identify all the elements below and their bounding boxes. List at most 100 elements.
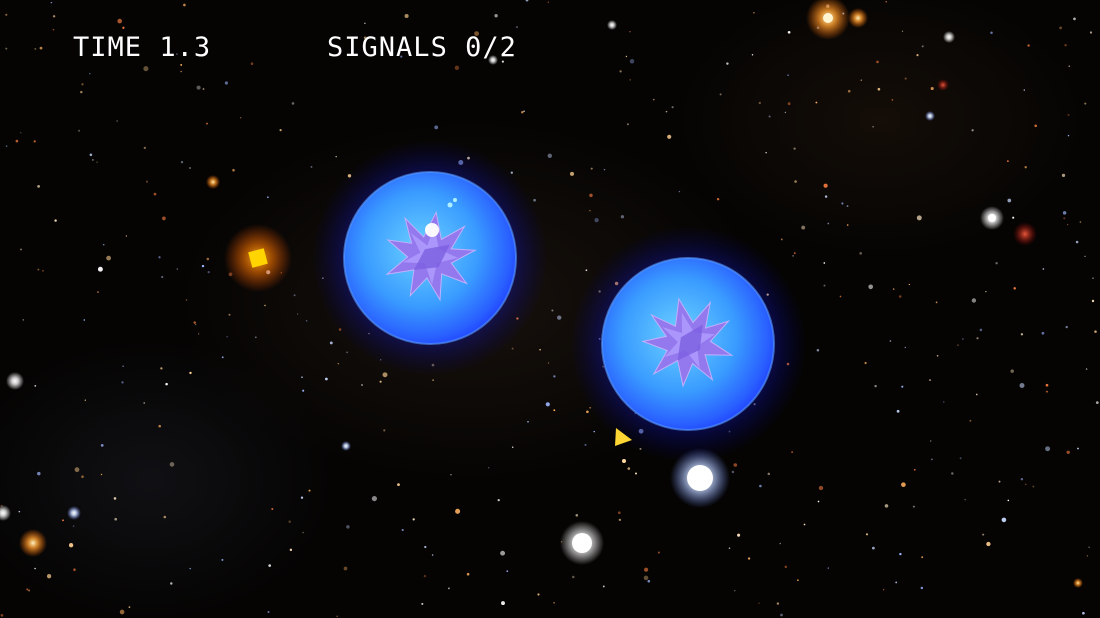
star	[42, 270, 44, 272]
star	[198, 333, 200, 335]
star	[1010, 369, 1014, 373]
star	[943, 401, 945, 403]
star	[5, 145, 8, 148]
star	[1084, 102, 1087, 105]
star	[1027, 44, 1030, 47]
star	[74, 467, 80, 473]
star	[89, 72, 91, 75]
star	[364, 22, 366, 24]
star	[521, 110, 524, 114]
star	[797, 579, 799, 582]
star	[719, 93, 722, 96]
star	[779, 542, 781, 545]
star	[1046, 390, 1048, 393]
star	[525, 0, 529, 2]
star	[506, 570, 509, 573]
star	[847, 89, 851, 93]
star	[143, 402, 146, 404]
star	[998, 480, 1001, 483]
star	[143, 146, 146, 150]
star	[589, 193, 593, 198]
star	[545, 402, 550, 407]
star	[936, 354, 939, 357]
star	[250, 62, 254, 65]
star	[279, 129, 282, 132]
star	[1065, 325, 1068, 329]
star	[908, 283, 910, 286]
star	[361, 384, 363, 386]
star	[876, 60, 879, 64]
star	[401, 528, 404, 532]
star	[930, 86, 934, 91]
star	[643, 575, 649, 581]
star	[1045, 383, 1049, 387]
star	[1042, 268, 1045, 270]
star	[113, 497, 117, 500]
star	[1007, 499, 1010, 502]
star	[891, 99, 894, 101]
star	[343, 566, 348, 571]
star	[553, 375, 556, 378]
star	[39, 46, 43, 50]
star	[899, 552, 902, 556]
star	[158, 256, 161, 259]
star	[865, 533, 869, 536]
star	[827, 567, 829, 569]
star	[627, 467, 631, 470]
star	[1025, 483, 1027, 486]
star	[106, 255, 111, 261]
star	[884, 504, 889, 508]
star	[466, 572, 470, 576]
star	[289, 548, 293, 552]
star	[982, 533, 985, 536]
star	[533, 198, 536, 202]
star	[872, 546, 875, 550]
star	[5, 13, 8, 16]
star	[602, 585, 605, 588]
yellow-square-beacon-icon[interactable]	[224, 224, 292, 292]
star	[83, 319, 86, 321]
star	[301, 376, 303, 379]
star	[206, 122, 208, 125]
star	[787, 102, 791, 106]
star	[846, 224, 849, 226]
star	[96, 161, 98, 163]
star	[986, 541, 991, 547]
star	[912, 505, 915, 508]
star	[300, 496, 304, 499]
star	[450, 473, 452, 476]
star	[791, 451, 793, 453]
star	[1001, 517, 1007, 523]
star	[78, 129, 81, 132]
star	[629, 59, 635, 64]
star	[620, 215, 625, 219]
star	[404, 13, 409, 19]
star	[50, 1, 53, 4]
star	[824, 195, 828, 198]
star	[221, 558, 224, 561]
star	[54, 219, 57, 222]
star	[969, 419, 972, 422]
star	[305, 319, 308, 322]
player-ship-icon[interactable]	[615, 428, 632, 463]
star	[400, 55, 403, 58]
star	[896, 409, 900, 413]
star	[629, 79, 631, 81]
star	[716, 197, 720, 201]
star	[971, 129, 974, 132]
star	[97, 291, 99, 293]
star	[34, 47, 37, 50]
star	[726, 62, 729, 65]
star	[589, 209, 591, 212]
star	[747, 557, 751, 560]
star	[569, 171, 575, 176]
star	[80, 90, 83, 94]
star	[1075, 240, 1079, 244]
star	[920, 586, 924, 590]
star	[913, 468, 916, 471]
star	[657, 551, 660, 554]
star	[985, 290, 987, 293]
star	[119, 609, 125, 615]
star	[515, 26, 519, 29]
